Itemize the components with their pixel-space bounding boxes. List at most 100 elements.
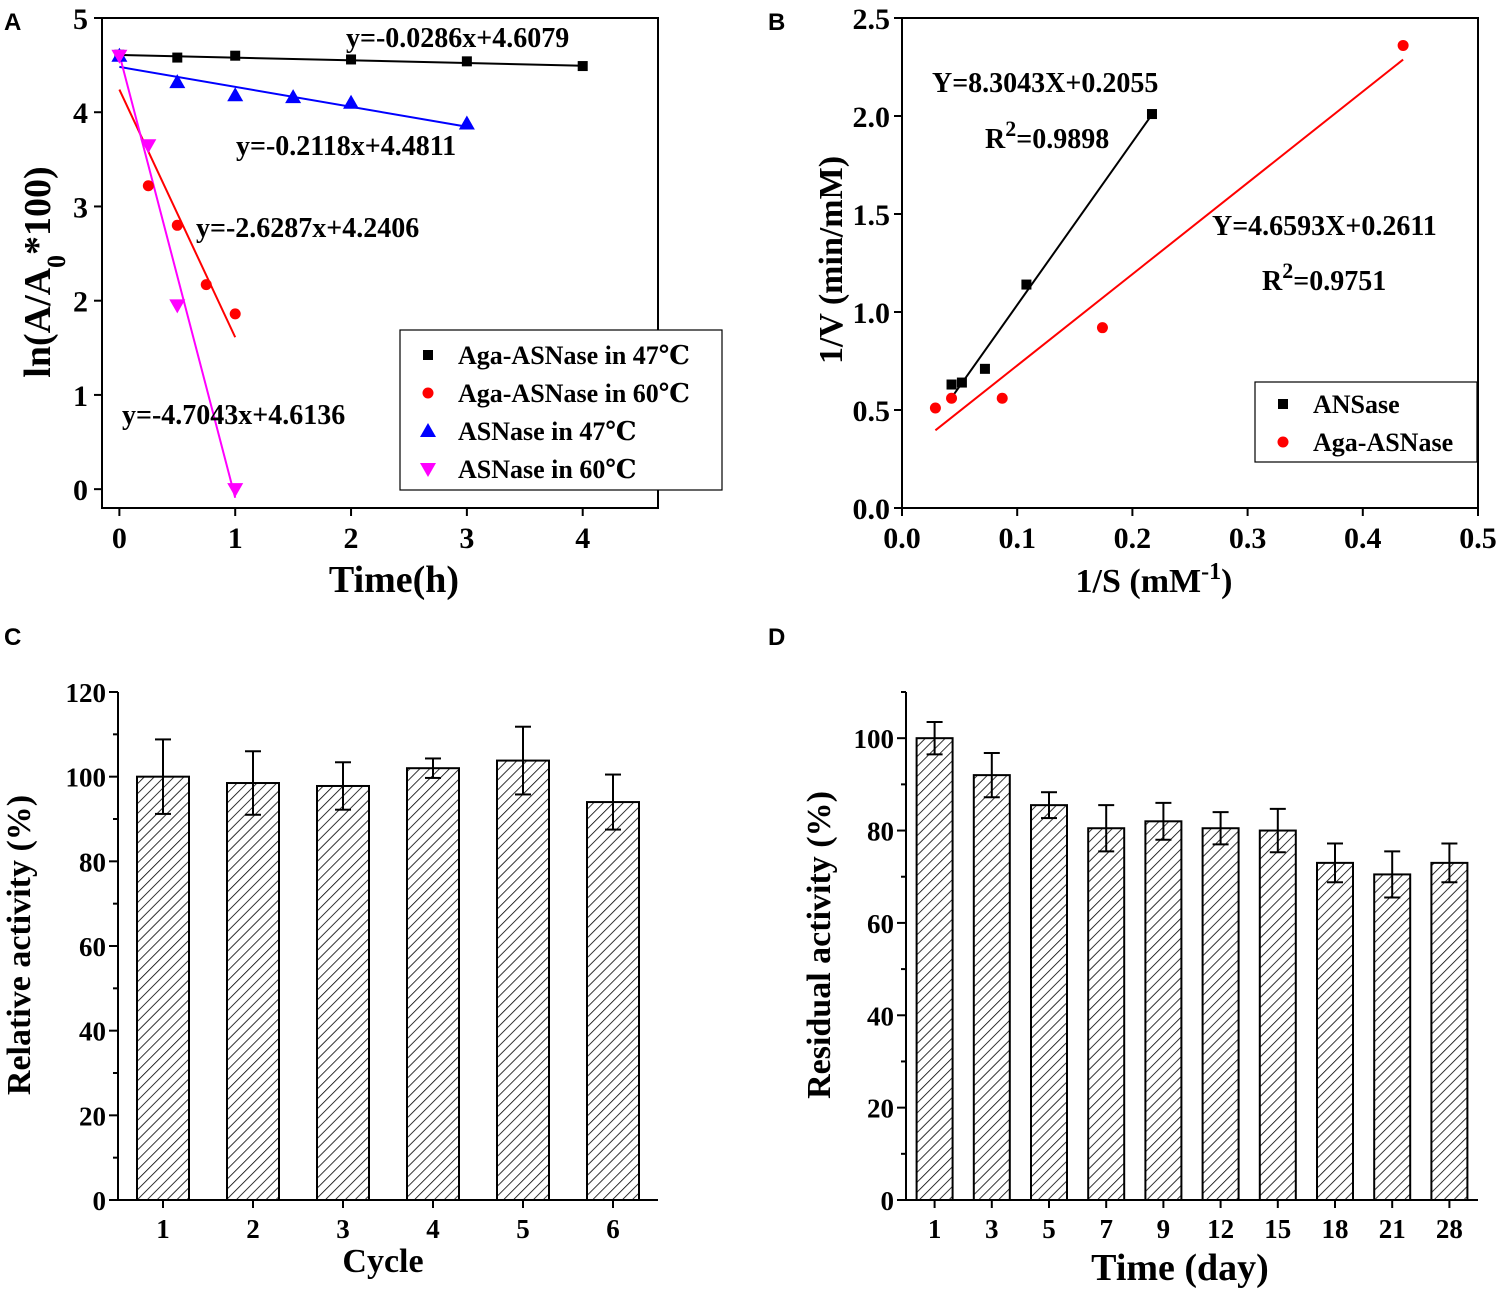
panel-c-xtick-label: 1	[156, 1214, 170, 1244]
panel-b-point-s1	[1021, 279, 1032, 290]
panel-b-point-s1	[956, 377, 967, 388]
panel-a-point-s1	[230, 50, 241, 61]
panel-b-point-s1	[979, 363, 990, 374]
panel-a-legend-marker	[422, 387, 434, 399]
panel-c-ytick-label: 40	[79, 1017, 106, 1047]
panel-a-legend-label: ASNase in 47℃	[458, 417, 637, 446]
panel-a-point-s1	[461, 56, 472, 67]
panel-b-legend-label: ANSase	[1313, 390, 1400, 419]
panel-c-chart: Relative activity (%) Cycle 0 20 40 60 80 100…	[1, 678, 658, 1280]
panel-a-xlabel: Time(h)	[329, 559, 459, 601]
panel-b-equation-2: Y=4.6593X+0.2611	[1212, 211, 1437, 242]
panel-b-ytick-label: 0.0	[853, 493, 891, 526]
panel-c-xtick-label: 6	[606, 1214, 620, 1244]
panel-b-xlabel: 1/S (mM-1)	[1076, 559, 1233, 600]
panel-label-a: A	[4, 9, 21, 36]
panel-a-point-s3	[285, 89, 302, 104]
panel-c-bar	[316, 784, 370, 1201]
panel-b-xtick-label: 0.0	[883, 522, 921, 555]
panel-b-fit-line-1	[950, 113, 1153, 399]
panel-d-bar	[1030, 804, 1068, 1201]
panel-d-bar	[1087, 827, 1126, 1202]
panel-b-axes-frame	[901, 17, 1479, 509]
panel-a-ytick-label: 3	[73, 191, 88, 224]
panel-a-point-s2	[142, 180, 154, 192]
panel-d-xtick-label: 21	[1379, 1214, 1406, 1244]
panel-c-xtick-label: 4	[426, 1214, 440, 1244]
panel-c-ytick-label: 0	[93, 1186, 107, 1216]
panel-b-xtick-label: 0.2	[1114, 522, 1152, 555]
panel-d-ytick-label: 20	[867, 1094, 894, 1124]
panel-d-bar	[1144, 820, 1183, 1201]
panel-b-point-s2	[946, 392, 958, 404]
panel-d-ytick-label: 80	[867, 817, 894, 847]
panel-a-equation-2: y=-2.6287x+4.2406	[196, 213, 419, 244]
panel-d-bar	[915, 737, 954, 1201]
panel-a-point-s1	[172, 52, 183, 63]
panel-c-ytick-label: 80	[79, 847, 106, 877]
panel-a-legend-label: ASNase in 60℃	[458, 455, 637, 484]
panel-label-c: C	[4, 624, 21, 651]
panel-a-ylabel: ln(A/A0*100)	[17, 166, 71, 377]
panel-d-xtick-label: 3	[985, 1214, 999, 1244]
panel-b-xtick-label: 0.3	[1229, 522, 1267, 555]
panel-a-chart: ln(A/A0*100) Time(h) 0 1 2 3 4 0 1 2 3 4 5 Aga-ASN…	[17, 3, 723, 601]
panel-a-point-s1	[577, 61, 588, 72]
panel-b-point-s2	[1096, 322, 1108, 334]
panel-b-equation-1: Y=8.3043X+0.2055	[932, 68, 1158, 99]
panel-a-point-s3	[458, 115, 475, 130]
panel-a-equation-4: y=-4.7043x+4.6136	[122, 400, 345, 431]
panel-a-point-s3	[169, 74, 186, 89]
panel-b-ytick-label: 2.0	[853, 101, 891, 134]
panel-d-ytick-label: 100	[854, 724, 895, 754]
panel-a-legend-marker	[423, 350, 433, 360]
panel-a-legend-box	[399, 329, 723, 491]
panel-a-ytick-label: 5	[73, 3, 88, 36]
panel-a-equation-3: y=-0.2118x+4.4811	[236, 131, 456, 162]
panel-b-legend-label: Aga-ASNase	[1313, 428, 1453, 457]
panel-d-ylabel: Residual activity (%)	[801, 791, 838, 1099]
panel-a-ytick-label: 1	[73, 380, 88, 413]
panel-d-xtick-label: 1	[928, 1214, 942, 1244]
panel-b-point-s1	[1146, 109, 1157, 120]
panel-a-point-s2	[229, 308, 241, 320]
panel-c-ytick-label: 60	[79, 932, 106, 962]
panel-c-xtick-label: 2	[246, 1214, 260, 1244]
panel-c-ytick-label: 100	[66, 763, 107, 793]
panel-b-ylabel: 1/V (min/mM)	[813, 156, 850, 364]
panel-a-point-s1	[346, 54, 357, 65]
panel-c-bar	[496, 759, 550, 1202]
panel-b-point-s2	[1397, 39, 1409, 51]
panel-a-ytick-label: 4	[73, 97, 88, 130]
panel-a-fit-line-4	[118, 54, 237, 498]
panel-b-ytick-label: 0.5	[853, 395, 891, 428]
panel-a-legend-marker	[420, 423, 436, 437]
panel-a-xtick-label: 4	[575, 522, 590, 555]
panel-b-ytick-label: 1.0	[853, 297, 891, 330]
panel-b-point-s1	[946, 379, 957, 390]
panel-a-ytick-label: 0	[73, 474, 88, 507]
panel-a-equation-1: y=-0.0286x+4.6079	[346, 23, 569, 54]
panel-b-legend-box	[1254, 381, 1478, 463]
panel-d-xtick-label: 7	[1099, 1214, 1113, 1244]
panel-b-fit-line-2	[934, 58, 1404, 432]
panel-d-ytick-label: 0	[881, 1186, 895, 1216]
panel-c-xlabel: Cycle	[342, 1243, 423, 1280]
panel-b-ytick-label: 1.5	[853, 199, 891, 232]
panel-c-xtick-label: 3	[336, 1214, 350, 1244]
panel-a-point-s4	[111, 49, 128, 64]
panel-c-ytick-label: 120	[66, 678, 107, 708]
panel-d-bar	[1201, 827, 1240, 1202]
panel-d-bar	[1373, 873, 1412, 1201]
panel-d-bar	[1316, 861, 1354, 1201]
panel-d-bar	[1430, 861, 1469, 1201]
panel-d-bar	[1258, 829, 1297, 1202]
panel-b-point-s2	[929, 402, 941, 414]
panel-a-xtick-label: 3	[459, 522, 474, 555]
panel-b-point-s2	[996, 392, 1008, 404]
panel-a-point-s2	[171, 219, 183, 231]
panel-b-xtick-label: 0.5	[1459, 522, 1497, 555]
panel-a-point-s4	[140, 139, 157, 154]
panel-d-chart: Residual activity (%) Time (day) 0 20 40 60…	[801, 691, 1478, 1289]
